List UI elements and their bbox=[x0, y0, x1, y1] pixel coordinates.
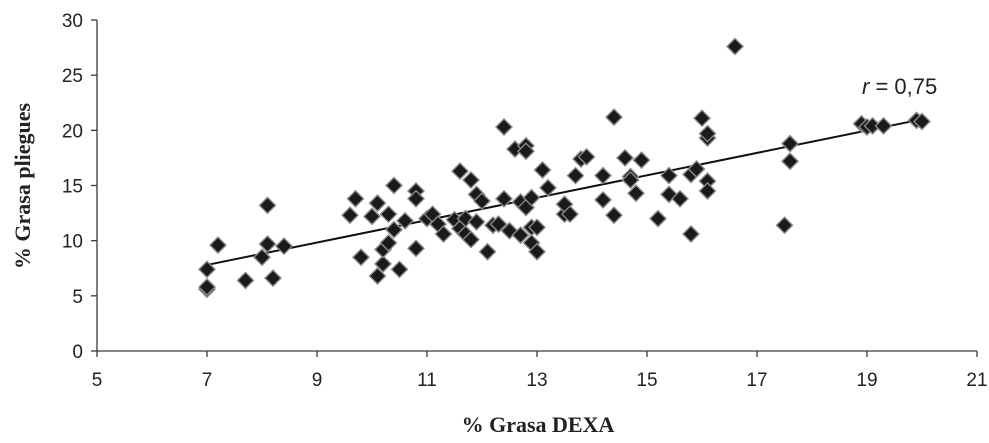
data-point bbox=[577, 147, 596, 166]
trendline bbox=[206, 118, 923, 266]
data-point bbox=[533, 161, 552, 180]
x-tick-label: 21 bbox=[966, 370, 987, 391]
data-point bbox=[462, 170, 480, 189]
y-tick-label: 0 bbox=[72, 342, 83, 363]
data-point bbox=[462, 230, 480, 249]
x-tick-label: 13 bbox=[526, 370, 547, 391]
data-point bbox=[511, 226, 530, 245]
data-point bbox=[775, 216, 794, 235]
trendline-group bbox=[206, 118, 923, 266]
data-point bbox=[467, 212, 486, 231]
r-symbol: r bbox=[862, 74, 871, 99]
data-point bbox=[627, 184, 645, 203]
data-point bbox=[726, 37, 744, 56]
r-value: = 0,75 bbox=[869, 74, 937, 99]
data-point bbox=[660, 166, 678, 185]
data-point bbox=[566, 166, 585, 185]
data-point bbox=[594, 190, 612, 209]
data-point bbox=[687, 159, 706, 178]
data-point bbox=[198, 260, 216, 279]
data-points bbox=[198, 37, 931, 299]
data-point bbox=[379, 205, 398, 224]
data-point bbox=[275, 237, 293, 256]
x-tick-label: 15 bbox=[636, 370, 657, 391]
data-point bbox=[528, 242, 546, 261]
data-point bbox=[616, 148, 634, 167]
data-point bbox=[478, 242, 497, 261]
x-tick-label: 5 bbox=[92, 370, 103, 391]
y-tick-label: 20 bbox=[62, 121, 83, 142]
data-point bbox=[396, 211, 414, 230]
data-point bbox=[605, 206, 623, 225]
data-point bbox=[517, 142, 535, 161]
data-point bbox=[682, 225, 700, 244]
y-tick-label: 30 bbox=[62, 11, 83, 32]
data-point bbox=[671, 189, 689, 208]
data-point bbox=[528, 218, 546, 237]
data-point bbox=[594, 166, 612, 185]
x-axis-title: % Grasa DEXA bbox=[462, 412, 615, 437]
data-point bbox=[632, 151, 651, 170]
data-point bbox=[495, 118, 513, 137]
data-point bbox=[874, 116, 893, 135]
data-point bbox=[913, 112, 931, 131]
data-point bbox=[649, 209, 667, 228]
data-point bbox=[698, 124, 717, 143]
data-point bbox=[539, 178, 557, 197]
x-tick-label: 19 bbox=[856, 370, 877, 391]
data-point bbox=[198, 278, 216, 296]
data-point bbox=[253, 248, 271, 267]
data-point bbox=[352, 248, 370, 267]
data-point bbox=[346, 189, 365, 208]
data-point bbox=[621, 170, 640, 189]
data-point bbox=[561, 205, 579, 224]
x-tick-label: 17 bbox=[746, 370, 767, 391]
data-point bbox=[236, 271, 255, 290]
data-point bbox=[451, 162, 469, 181]
data-point bbox=[385, 176, 403, 195]
data-point bbox=[385, 220, 403, 239]
x-tick-label: 11 bbox=[417, 370, 437, 391]
data-point bbox=[209, 236, 227, 255]
y-tick-label: 15 bbox=[62, 177, 83, 198]
data-point bbox=[495, 189, 513, 208]
data-point bbox=[407, 239, 425, 258]
y-tick-label: 10 bbox=[62, 232, 83, 253]
data-point bbox=[368, 266, 387, 285]
y-tick-label: 5 bbox=[72, 287, 83, 308]
data-point bbox=[258, 234, 277, 253]
data-point bbox=[258, 196, 277, 215]
data-point bbox=[368, 194, 387, 213]
data-point bbox=[390, 260, 409, 279]
y-tick-label: 25 bbox=[62, 66, 83, 87]
data-point bbox=[341, 206, 359, 225]
data-point bbox=[698, 182, 717, 201]
data-point bbox=[693, 109, 711, 128]
data-point bbox=[605, 108, 623, 127]
data-point bbox=[374, 254, 392, 273]
data-point bbox=[363, 207, 381, 226]
data-point bbox=[473, 191, 491, 210]
data-point bbox=[781, 152, 799, 171]
data-point bbox=[264, 269, 282, 288]
data-point bbox=[489, 215, 508, 234]
x-tick-label: 7 bbox=[202, 370, 213, 391]
data-point bbox=[379, 233, 398, 252]
data-point bbox=[522, 188, 541, 207]
correlation-annotation: r = 0,75 bbox=[862, 74, 937, 99]
y-axis-title: % Grasa pliegues bbox=[10, 102, 35, 269]
data-point bbox=[434, 225, 453, 244]
x-tick-label: 9 bbox=[312, 370, 323, 391]
data-point bbox=[407, 189, 425, 208]
data-point bbox=[781, 134, 799, 153]
